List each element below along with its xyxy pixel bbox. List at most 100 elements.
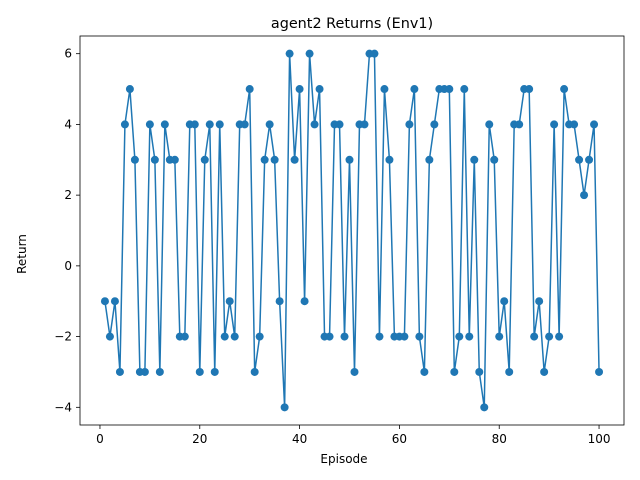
data-point — [140, 367, 149, 376]
data-point — [250, 367, 259, 376]
x-axis-label: Episode — [320, 452, 367, 466]
data-point — [340, 332, 349, 341]
data-point — [460, 85, 469, 94]
data-point — [315, 85, 324, 94]
data-point — [480, 403, 489, 412]
data-point — [575, 155, 584, 164]
data-point — [130, 155, 139, 164]
data-point — [470, 155, 479, 164]
data-point — [410, 85, 419, 94]
data-point — [425, 155, 434, 164]
data-point — [335, 120, 344, 129]
data-point — [100, 297, 109, 306]
data-point — [180, 332, 189, 341]
x-tick-label: 40 — [292, 432, 307, 446]
data-point — [225, 297, 234, 306]
data-point — [530, 332, 539, 341]
data-point — [595, 367, 604, 376]
data-point — [305, 49, 314, 58]
data-point — [255, 332, 264, 341]
data-point — [345, 155, 354, 164]
y-tick-label: 2 — [64, 188, 72, 202]
data-point — [590, 120, 599, 129]
data-point — [515, 120, 524, 129]
data-point — [170, 155, 179, 164]
data-point — [265, 120, 274, 129]
data-point — [415, 332, 424, 341]
data-point — [310, 120, 319, 129]
data-point — [300, 297, 309, 306]
data-point — [105, 332, 114, 341]
data-point — [540, 367, 549, 376]
data-point — [145, 120, 154, 129]
data-point — [490, 155, 499, 164]
x-tick-label: 20 — [192, 432, 207, 446]
data-point — [405, 120, 414, 129]
data-point — [500, 297, 509, 306]
data-point — [445, 85, 454, 94]
data-point — [150, 155, 159, 164]
data-point — [285, 49, 294, 58]
data-point — [380, 85, 389, 94]
y-tick-label: 6 — [64, 47, 72, 61]
data-point — [475, 367, 484, 376]
data-point — [535, 297, 544, 306]
data-point — [275, 297, 284, 306]
data-point — [205, 120, 214, 129]
data-point — [245, 85, 254, 94]
data-point — [230, 332, 239, 341]
data-point — [495, 332, 504, 341]
data-point — [195, 367, 204, 376]
y-tick-label: 0 — [64, 259, 72, 273]
data-point — [420, 367, 429, 376]
data-point — [525, 85, 534, 94]
data-point — [545, 332, 554, 341]
data-point — [220, 332, 229, 341]
data-point — [270, 155, 279, 164]
data-point — [465, 332, 474, 341]
data-point — [350, 367, 359, 376]
chart-title: agent2 Returns (Env1) — [271, 16, 433, 32]
data-point — [370, 49, 379, 58]
data-point — [455, 332, 464, 341]
data-point — [400, 332, 409, 341]
data-point — [580, 191, 589, 200]
x-tick-label: 0 — [96, 432, 104, 446]
data-point — [125, 85, 134, 94]
data-point — [120, 120, 129, 129]
data-point — [260, 155, 269, 164]
data-point — [560, 85, 569, 94]
data-point — [570, 120, 579, 129]
x-tick-label: 60 — [392, 432, 407, 446]
data-point — [160, 120, 169, 129]
y-tick-label: −4 — [54, 400, 72, 414]
data-point — [210, 367, 219, 376]
data-point — [450, 367, 459, 376]
data-point — [505, 367, 514, 376]
data-point — [215, 120, 224, 129]
x-tick-label: 80 — [492, 432, 507, 446]
data-point — [155, 367, 164, 376]
data-point — [550, 120, 559, 129]
data-point — [360, 120, 369, 129]
data-point — [325, 332, 334, 341]
y-tick-label: −2 — [54, 330, 72, 344]
x-tick-label: 100 — [588, 432, 611, 446]
data-point — [115, 367, 124, 376]
data-point — [555, 332, 564, 341]
data-point — [295, 85, 304, 94]
axes-frame — [79, 35, 625, 426]
data-point — [385, 155, 394, 164]
data-point — [485, 120, 494, 129]
data-point — [430, 120, 439, 129]
data-point — [200, 155, 209, 164]
data-point — [290, 155, 299, 164]
y-axis-label: Return — [15, 234, 29, 274]
data-point — [585, 155, 594, 164]
data-point — [190, 120, 199, 129]
data-point — [240, 120, 249, 129]
plot-area: 0 20 40 60 80 100 −4 −2 0 2 4 6 — [54, 35, 625, 446]
